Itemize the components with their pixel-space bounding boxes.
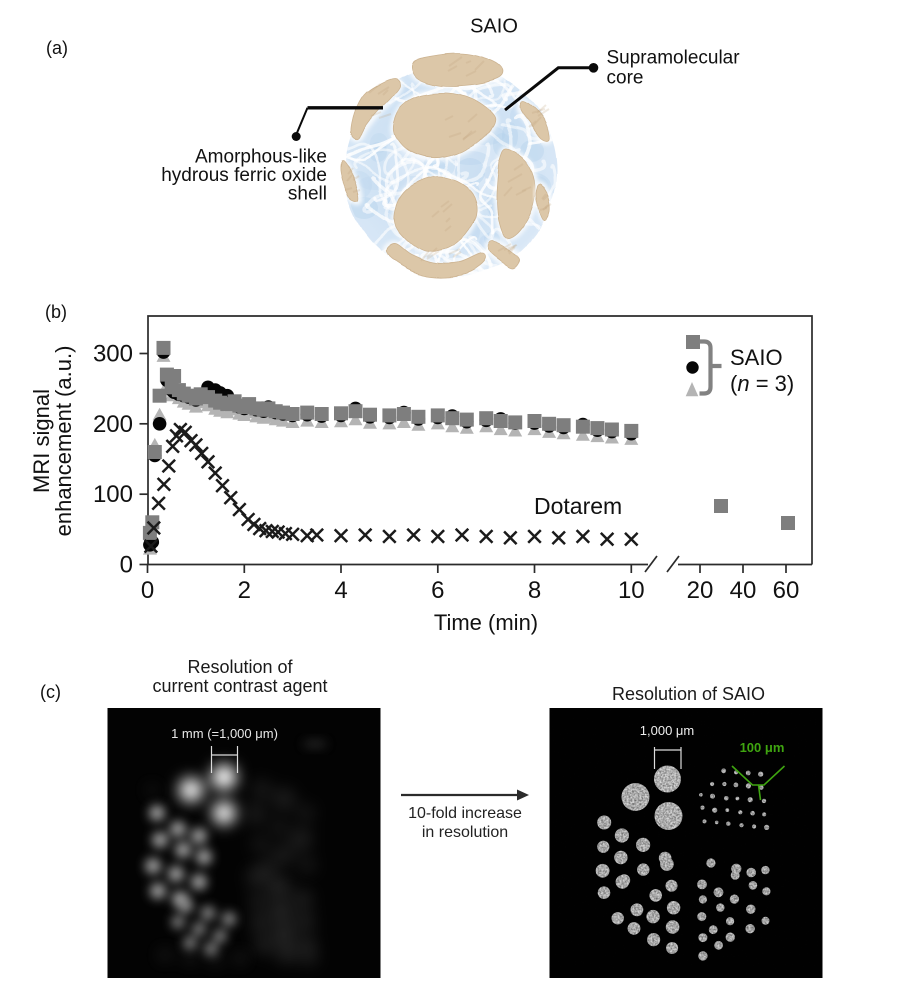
svg-text:Dotarem: Dotarem (534, 493, 622, 519)
svg-text:Resolution of: Resolution of (187, 657, 293, 677)
svg-text:20: 20 (687, 577, 714, 604)
svg-text:0: 0 (141, 577, 154, 604)
svg-text:100 μm: 100 μm (740, 740, 785, 755)
svg-text:(b): (b) (45, 302, 67, 322)
svg-text:1 mm (=1,000 μm): 1 mm (=1,000 μm) (171, 726, 278, 741)
svg-text:300: 300 (93, 341, 133, 368)
svg-text:hydrous ferric oxide: hydrous ferric oxide (161, 165, 327, 186)
svg-text:4: 4 (334, 577, 347, 604)
svg-text:(a): (a) (46, 38, 68, 58)
svg-text:100: 100 (93, 481, 133, 508)
svg-text:8: 8 (528, 577, 541, 604)
svg-text:Resolution of SAIO: Resolution of SAIO (612, 684, 765, 704)
svg-text:(n = 3): (n = 3) (730, 371, 794, 396)
svg-text:40: 40 (730, 577, 757, 604)
svg-text:200: 200 (93, 411, 133, 438)
svg-text:10-fold increase: 10-fold increase (408, 805, 522, 822)
svg-text:MRI signal: MRI signal (29, 389, 54, 493)
svg-text:shell: shell (288, 184, 327, 205)
svg-text:0: 0 (120, 552, 133, 579)
svg-text:Supramolecular: Supramolecular (607, 48, 741, 69)
svg-text:enhancement (a.u.): enhancement (a.u.) (51, 346, 76, 537)
svg-text:current contrast agent: current contrast agent (152, 676, 327, 696)
svg-text:Time (min): Time (min) (434, 610, 538, 635)
svg-text:in resolution: in resolution (422, 824, 508, 841)
svg-text:10: 10 (618, 577, 645, 604)
svg-text:1,000 μm: 1,000 μm (640, 723, 694, 738)
svg-text:SAIO: SAIO (470, 16, 518, 38)
svg-text:core: core (607, 68, 644, 89)
svg-text:2: 2 (238, 577, 251, 604)
svg-text:SAIO: SAIO (730, 345, 783, 370)
svg-text:(c): (c) (40, 682, 61, 702)
svg-text:Amorphous-like: Amorphous-like (195, 147, 327, 168)
svg-text:60: 60 (773, 577, 800, 604)
svg-text:6: 6 (431, 577, 444, 604)
